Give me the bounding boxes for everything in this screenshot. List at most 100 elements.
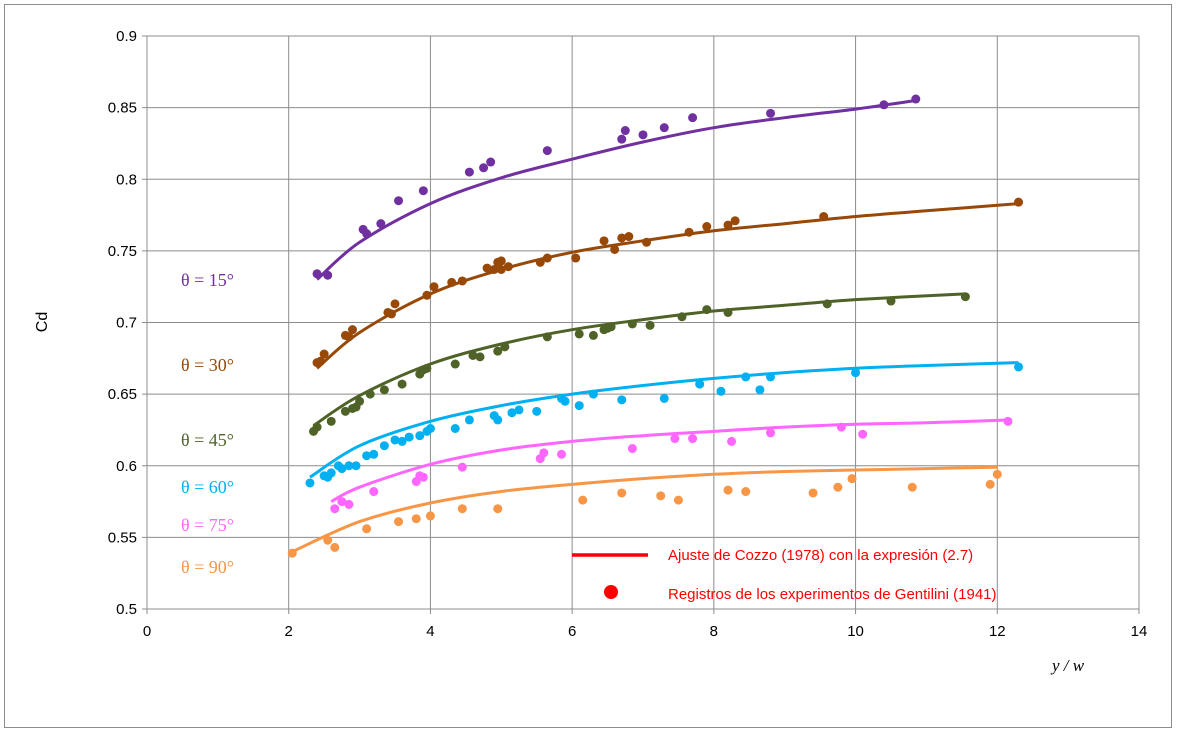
data-point: [344, 461, 354, 471]
axis-layer: [142, 35, 1140, 614]
data-point: [627, 319, 637, 329]
data-point: [457, 462, 467, 472]
data-point: [337, 497, 347, 507]
data-point: [493, 346, 503, 356]
data-point: [819, 211, 829, 221]
y-tick-label: 0.6: [116, 458, 137, 475]
data-point: [376, 219, 386, 229]
data-point: [362, 524, 372, 534]
grid-layer: [146, 35, 1140, 610]
y-tick-label: 0.85: [108, 100, 137, 117]
data-point: [539, 448, 549, 458]
data-point: [599, 236, 609, 246]
data-point: [457, 276, 467, 286]
data-point: [645, 320, 655, 330]
data-point: [730, 216, 740, 226]
data-point: [886, 296, 896, 306]
fit-curve: [312, 292, 966, 427]
data-point: [479, 163, 489, 173]
data-point: [323, 535, 333, 545]
data-point: [907, 482, 917, 492]
data-point: [677, 312, 687, 322]
data-point: [642, 237, 652, 247]
data-point: [822, 299, 832, 309]
data-point: [326, 416, 336, 426]
data-point: [418, 186, 428, 196]
series-3: [309, 292, 970, 436]
data-point: [500, 342, 510, 352]
data-point: [429, 282, 439, 292]
data-point: [723, 485, 733, 495]
data-point: [695, 379, 705, 389]
data-point: [507, 408, 517, 418]
data-point: [542, 253, 552, 263]
data-point: [610, 244, 620, 254]
data-point: [514, 405, 524, 415]
data-point: [702, 222, 712, 232]
data-point: [450, 359, 460, 369]
data-point: [684, 227, 694, 237]
data-point: [766, 108, 776, 118]
data-point: [673, 495, 683, 505]
data-point: [588, 330, 598, 340]
data-point: [457, 504, 467, 514]
data-point: [316, 356, 326, 366]
data-point: [425, 424, 435, 434]
x-tick-label: 6: [568, 623, 576, 640]
data-point: [723, 307, 733, 317]
data-point: [766, 372, 776, 382]
chart-frame: [4, 4, 1172, 728]
series-label: θ = 30°: [181, 355, 234, 375]
data-point: [422, 290, 432, 300]
data-point: [379, 385, 389, 395]
data-point: [617, 395, 627, 405]
data-point: [588, 389, 598, 399]
x-tick-label: 12: [989, 623, 1006, 640]
data-point: [656, 491, 666, 501]
data-point: [833, 482, 843, 492]
data-point: [386, 309, 396, 319]
data-point: [475, 352, 485, 362]
y-tick-label: 0.9: [116, 28, 137, 45]
data-point: [355, 396, 365, 406]
data-point: [330, 542, 340, 552]
data-point: [319, 349, 329, 359]
data-point: [617, 134, 627, 144]
y-tick-label: 0.65: [108, 386, 137, 403]
data-point: [379, 441, 389, 451]
legend: Ajuste de Cozzo (1978) con la expresión …: [572, 547, 997, 603]
legend-dot-swatch: [604, 585, 618, 599]
y-tick-label: 0.8: [116, 171, 137, 188]
data-point: [659, 123, 669, 133]
data-point: [362, 451, 372, 461]
data-point: [574, 401, 584, 411]
series-label: θ = 60°: [181, 477, 234, 497]
fit-curve: [316, 99, 917, 281]
data-point: [617, 233, 627, 243]
data-point: [493, 415, 503, 425]
data-point: [723, 220, 733, 230]
data-point: [741, 372, 751, 382]
series-4: [305, 361, 1024, 488]
data-point: [404, 432, 414, 442]
data-point: [365, 389, 375, 399]
data-point: [503, 262, 513, 272]
data-point: [397, 379, 407, 389]
x-tick-label: 10: [847, 623, 864, 640]
series-label: θ = 45°: [181, 430, 234, 450]
data-point: [340, 406, 350, 416]
data-point: [369, 487, 379, 497]
data-point: [542, 146, 552, 156]
data-point: [362, 229, 372, 239]
data-point: [287, 548, 297, 558]
data-point: [716, 386, 726, 396]
fit-curve: [316, 202, 1019, 370]
data-point: [411, 514, 421, 524]
data-point: [305, 478, 315, 488]
data-point: [532, 406, 542, 416]
data-point: [879, 100, 889, 110]
data-point: [620, 126, 630, 136]
data-point: [415, 431, 425, 441]
data-point: [836, 422, 846, 432]
